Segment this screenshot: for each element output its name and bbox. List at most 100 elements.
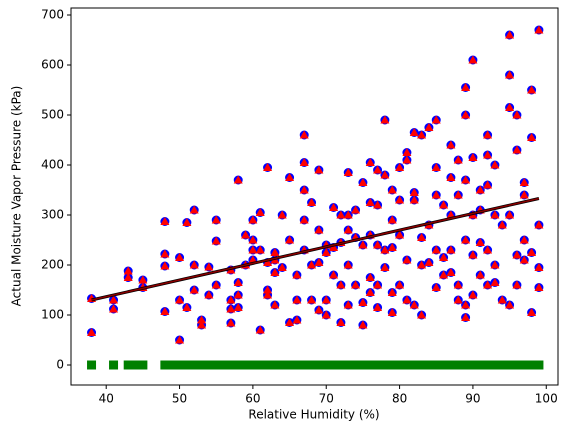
point bbox=[358, 360, 368, 370]
point bbox=[402, 360, 412, 370]
point bbox=[365, 360, 375, 370]
point-overlay bbox=[527, 308, 537, 316]
point bbox=[519, 360, 529, 370]
point-overlay bbox=[424, 258, 434, 266]
point bbox=[160, 360, 170, 370]
point-overlay bbox=[505, 70, 515, 79]
point-overlay bbox=[461, 110, 471, 119]
point bbox=[387, 360, 397, 370]
point bbox=[87, 360, 97, 370]
point-overlay bbox=[534, 25, 544, 34]
x-tick-label: 40 bbox=[99, 392, 114, 406]
point bbox=[204, 360, 214, 370]
point bbox=[527, 360, 537, 370]
point-overlay bbox=[387, 243, 397, 251]
point-overlay bbox=[314, 225, 324, 234]
point-overlay bbox=[263, 163, 273, 171]
point-overlay bbox=[424, 123, 434, 131]
point-overlay bbox=[160, 217, 170, 225]
point-overlay bbox=[109, 295, 119, 304]
point bbox=[373, 360, 383, 370]
point-overlay bbox=[160, 307, 170, 315]
point-overlay bbox=[255, 245, 265, 254]
point bbox=[109, 360, 119, 370]
point-overlay bbox=[182, 218, 192, 226]
point bbox=[505, 360, 515, 370]
y-tick-label: 0 bbox=[56, 358, 64, 372]
point-overlay bbox=[519, 235, 529, 244]
point-overlay bbox=[505, 30, 515, 39]
point-overlay bbox=[365, 273, 375, 281]
point bbox=[475, 360, 485, 370]
point bbox=[490, 360, 500, 370]
point-overlay bbox=[417, 130, 427, 139]
x-tick-label: 50 bbox=[172, 392, 187, 406]
point bbox=[453, 360, 463, 370]
point-overlay bbox=[343, 210, 353, 219]
point-overlay bbox=[270, 248, 280, 256]
point bbox=[417, 360, 427, 370]
point-overlay bbox=[387, 308, 397, 316]
point-overlay bbox=[446, 245, 456, 254]
point-overlay bbox=[461, 83, 471, 91]
point-overlay bbox=[402, 148, 412, 156]
point bbox=[175, 360, 185, 370]
x-tick-label: 90 bbox=[465, 392, 480, 406]
point bbox=[219, 360, 229, 370]
point-overlay bbox=[277, 210, 287, 219]
point-overlay bbox=[123, 273, 133, 281]
point-overlay bbox=[358, 240, 368, 249]
point bbox=[343, 360, 353, 370]
point-overlay bbox=[490, 260, 500, 269]
point-overlay bbox=[226, 304, 236, 313]
point bbox=[329, 360, 339, 370]
point-overlay bbox=[373, 303, 383, 311]
point-overlay bbox=[483, 150, 493, 159]
point-overlay bbox=[395, 195, 405, 204]
point-overlay bbox=[505, 210, 515, 219]
x-tick-label: 100 bbox=[535, 392, 558, 406]
point bbox=[189, 360, 199, 370]
point-overlay bbox=[321, 310, 331, 319]
point-overlay bbox=[351, 280, 361, 289]
point-overlay bbox=[336, 280, 346, 289]
point-overlay bbox=[263, 258, 273, 266]
point-overlay bbox=[299, 215, 309, 224]
point-overlay bbox=[380, 115, 390, 124]
point-overlay bbox=[87, 328, 97, 336]
y-tick-label: 400 bbox=[41, 158, 64, 172]
point-overlay bbox=[182, 303, 192, 311]
point-overlay bbox=[402, 155, 412, 164]
point bbox=[211, 360, 221, 370]
point-overlay bbox=[461, 300, 471, 309]
point-overlay bbox=[475, 185, 485, 194]
point bbox=[439, 360, 449, 370]
point bbox=[197, 360, 207, 370]
point-overlay bbox=[336, 210, 346, 219]
point bbox=[292, 360, 302, 370]
point-overlay bbox=[512, 145, 522, 154]
point-overlay bbox=[446, 268, 456, 276]
point bbox=[285, 360, 295, 370]
point-overlay bbox=[417, 310, 427, 319]
point-overlay bbox=[461, 175, 471, 184]
point-overlay bbox=[512, 110, 522, 119]
point-overlay bbox=[431, 283, 441, 291]
point bbox=[263, 360, 273, 370]
point-overlay bbox=[527, 133, 537, 141]
point bbox=[123, 360, 133, 370]
point-overlay bbox=[380, 170, 390, 179]
point-overlay bbox=[211, 280, 221, 289]
point-overlay bbox=[314, 165, 324, 174]
point-overlay bbox=[461, 235, 471, 244]
point-overlay bbox=[409, 188, 419, 196]
point-overlay bbox=[285, 318, 295, 326]
point-overlay bbox=[211, 236, 221, 245]
point-overlay bbox=[446, 173, 456, 181]
point bbox=[483, 360, 493, 370]
point bbox=[409, 360, 419, 370]
point bbox=[131, 360, 141, 370]
point bbox=[255, 360, 265, 370]
point bbox=[431, 360, 441, 370]
point-overlay bbox=[263, 290, 273, 299]
